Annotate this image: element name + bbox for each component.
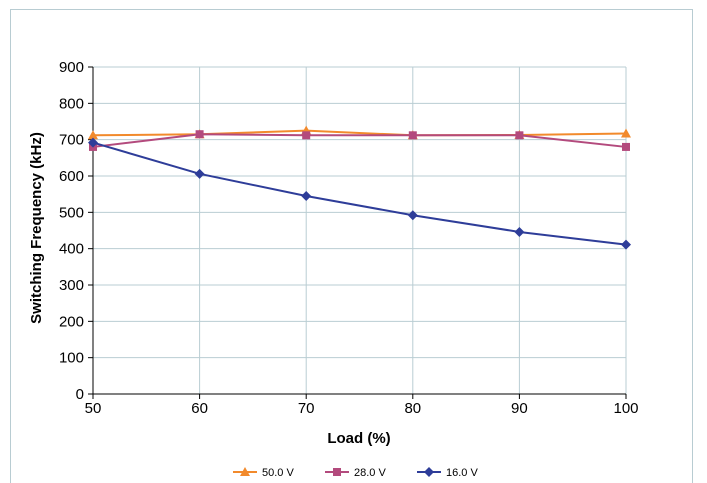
data-point — [88, 137, 98, 148]
x-tick-label: 90 — [511, 400, 528, 417]
legend-item: 50.0 V — [233, 467, 294, 479]
data-point — [514, 226, 525, 237]
legend: 50.0 V 28.0 V 16.0 V — [233, 467, 478, 479]
y-tick-label: 100 — [59, 350, 84, 367]
y-tick-label: 900 — [59, 59, 84, 76]
data-point — [407, 210, 418, 221]
legend-marker — [240, 467, 250, 476]
y-tick-label: 600 — [59, 168, 84, 185]
data-point — [194, 168, 205, 179]
y-tick-label: 400 — [59, 241, 84, 258]
data-point — [622, 142, 630, 151]
x-tick-label: 70 — [298, 400, 315, 417]
data-point — [621, 239, 631, 250]
y-tick-label: 300 — [59, 277, 84, 294]
data-point — [301, 190, 312, 201]
series-line — [92, 141, 627, 246]
data-point — [408, 131, 417, 140]
series-line — [92, 133, 627, 148]
data-point — [515, 131, 524, 140]
y-tick-label: 200 — [59, 313, 84, 330]
chart-frame — [10, 9, 693, 483]
y-axis-title: Switching Frequency (kHz) — [28, 132, 45, 324]
tick-labels: 0 100 200 300 400 500 600 700 800 900 50 60 70 80 90 10… — [59, 59, 639, 417]
x-tick-label: 60 — [191, 400, 208, 417]
series-3 — [88, 137, 631, 250]
y-tick-label: 0 — [76, 386, 84, 403]
series-lines — [88, 125, 631, 250]
x-axis-title: Load (%) — [327, 430, 390, 447]
x-tick-label: 50 — [85, 400, 102, 417]
y-tick-label: 800 — [59, 95, 84, 112]
legend-item: 16.0 V — [417, 467, 478, 479]
x-tick-label: 80 — [404, 400, 421, 417]
legend-item: 28.0 V — [325, 467, 386, 479]
data-point — [302, 131, 311, 140]
y-tick-label: 700 — [59, 132, 84, 149]
data-point — [621, 128, 631, 138]
legend-label: 28.0 V — [354, 467, 386, 479]
axes — [88, 66, 627, 399]
data-point — [88, 130, 98, 140]
data-point — [195, 130, 204, 139]
legend-label: 16.0 V — [446, 467, 478, 479]
x-tick-label: 100 — [613, 400, 638, 417]
grid-lines — [93, 66, 627, 394]
legend-marker — [424, 467, 434, 477]
series-line — [92, 129, 627, 137]
legend-label: 50.0 V — [262, 467, 294, 479]
legend-marker — [333, 468, 341, 476]
y-tick-label: 500 — [59, 204, 84, 221]
